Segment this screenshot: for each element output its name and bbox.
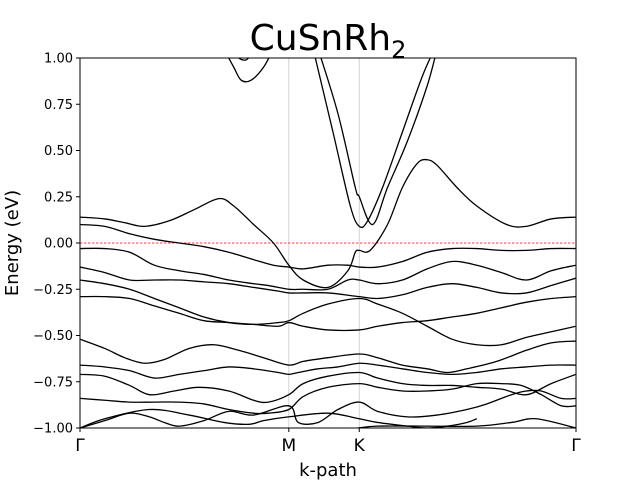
band-lines bbox=[80, 58, 576, 428]
band-line-6 bbox=[80, 338, 576, 374]
y-axis-ticks: 1.00 0.75 0.50 0.25 0.00 −0.25 −0.50 −0.75 −1.00 bbox=[33, 52, 80, 437]
band-line-4 bbox=[80, 371, 576, 404]
band-line-7 bbox=[80, 295, 576, 332]
y-tick-label-7: −0.75 bbox=[33, 375, 73, 390]
y-axis-label: Energy (eV) bbox=[2, 190, 23, 296]
plot-frame bbox=[79, 57, 577, 429]
y-tick-label-8: −1.00 bbox=[33, 422, 73, 437]
band-line-5 bbox=[80, 362, 576, 379]
y-tick-label-6: −0.50 bbox=[33, 329, 73, 344]
band-line-3 bbox=[80, 382, 576, 415]
y-tick-label-3: 0.25 bbox=[44, 190, 73, 205]
band-line-12 bbox=[80, 158, 576, 289]
band-line-15 bbox=[228, 58, 270, 83]
band-line-0 bbox=[80, 408, 478, 428]
band-line-2 bbox=[80, 389, 576, 428]
x-tick-label-1: M bbox=[281, 436, 296, 456]
x-tick-label-2: K bbox=[354, 436, 366, 456]
band-line-11 bbox=[80, 223, 576, 270]
chart-title: CuSnRh2 bbox=[250, 18, 407, 64]
x-axis-label: k-path bbox=[299, 460, 357, 480]
band-line-14 bbox=[314, 58, 431, 229]
band-line-13 bbox=[320, 58, 436, 226]
y-tick-label-2: 0.50 bbox=[44, 144, 73, 159]
chart-title-base: CuSnRh bbox=[250, 18, 391, 59]
chart-title-subscript: 2 bbox=[391, 36, 406, 64]
band-line-1 bbox=[357, 417, 576, 428]
band-line-16 bbox=[237, 58, 250, 61]
band-line-10 bbox=[80, 247, 576, 291]
band-line-8 bbox=[80, 279, 576, 347]
y-tick-label-5: −0.25 bbox=[33, 283, 73, 298]
y-tick-label-4: 0.00 bbox=[44, 237, 73, 252]
y-tick-label-0: 1.00 bbox=[44, 52, 73, 67]
x-tick-label-0: Γ bbox=[75, 436, 85, 456]
y-tick-label-1: 0.75 bbox=[44, 98, 73, 113]
band-line-9 bbox=[80, 266, 576, 300]
x-tick-label-3: Γ bbox=[571, 436, 581, 456]
